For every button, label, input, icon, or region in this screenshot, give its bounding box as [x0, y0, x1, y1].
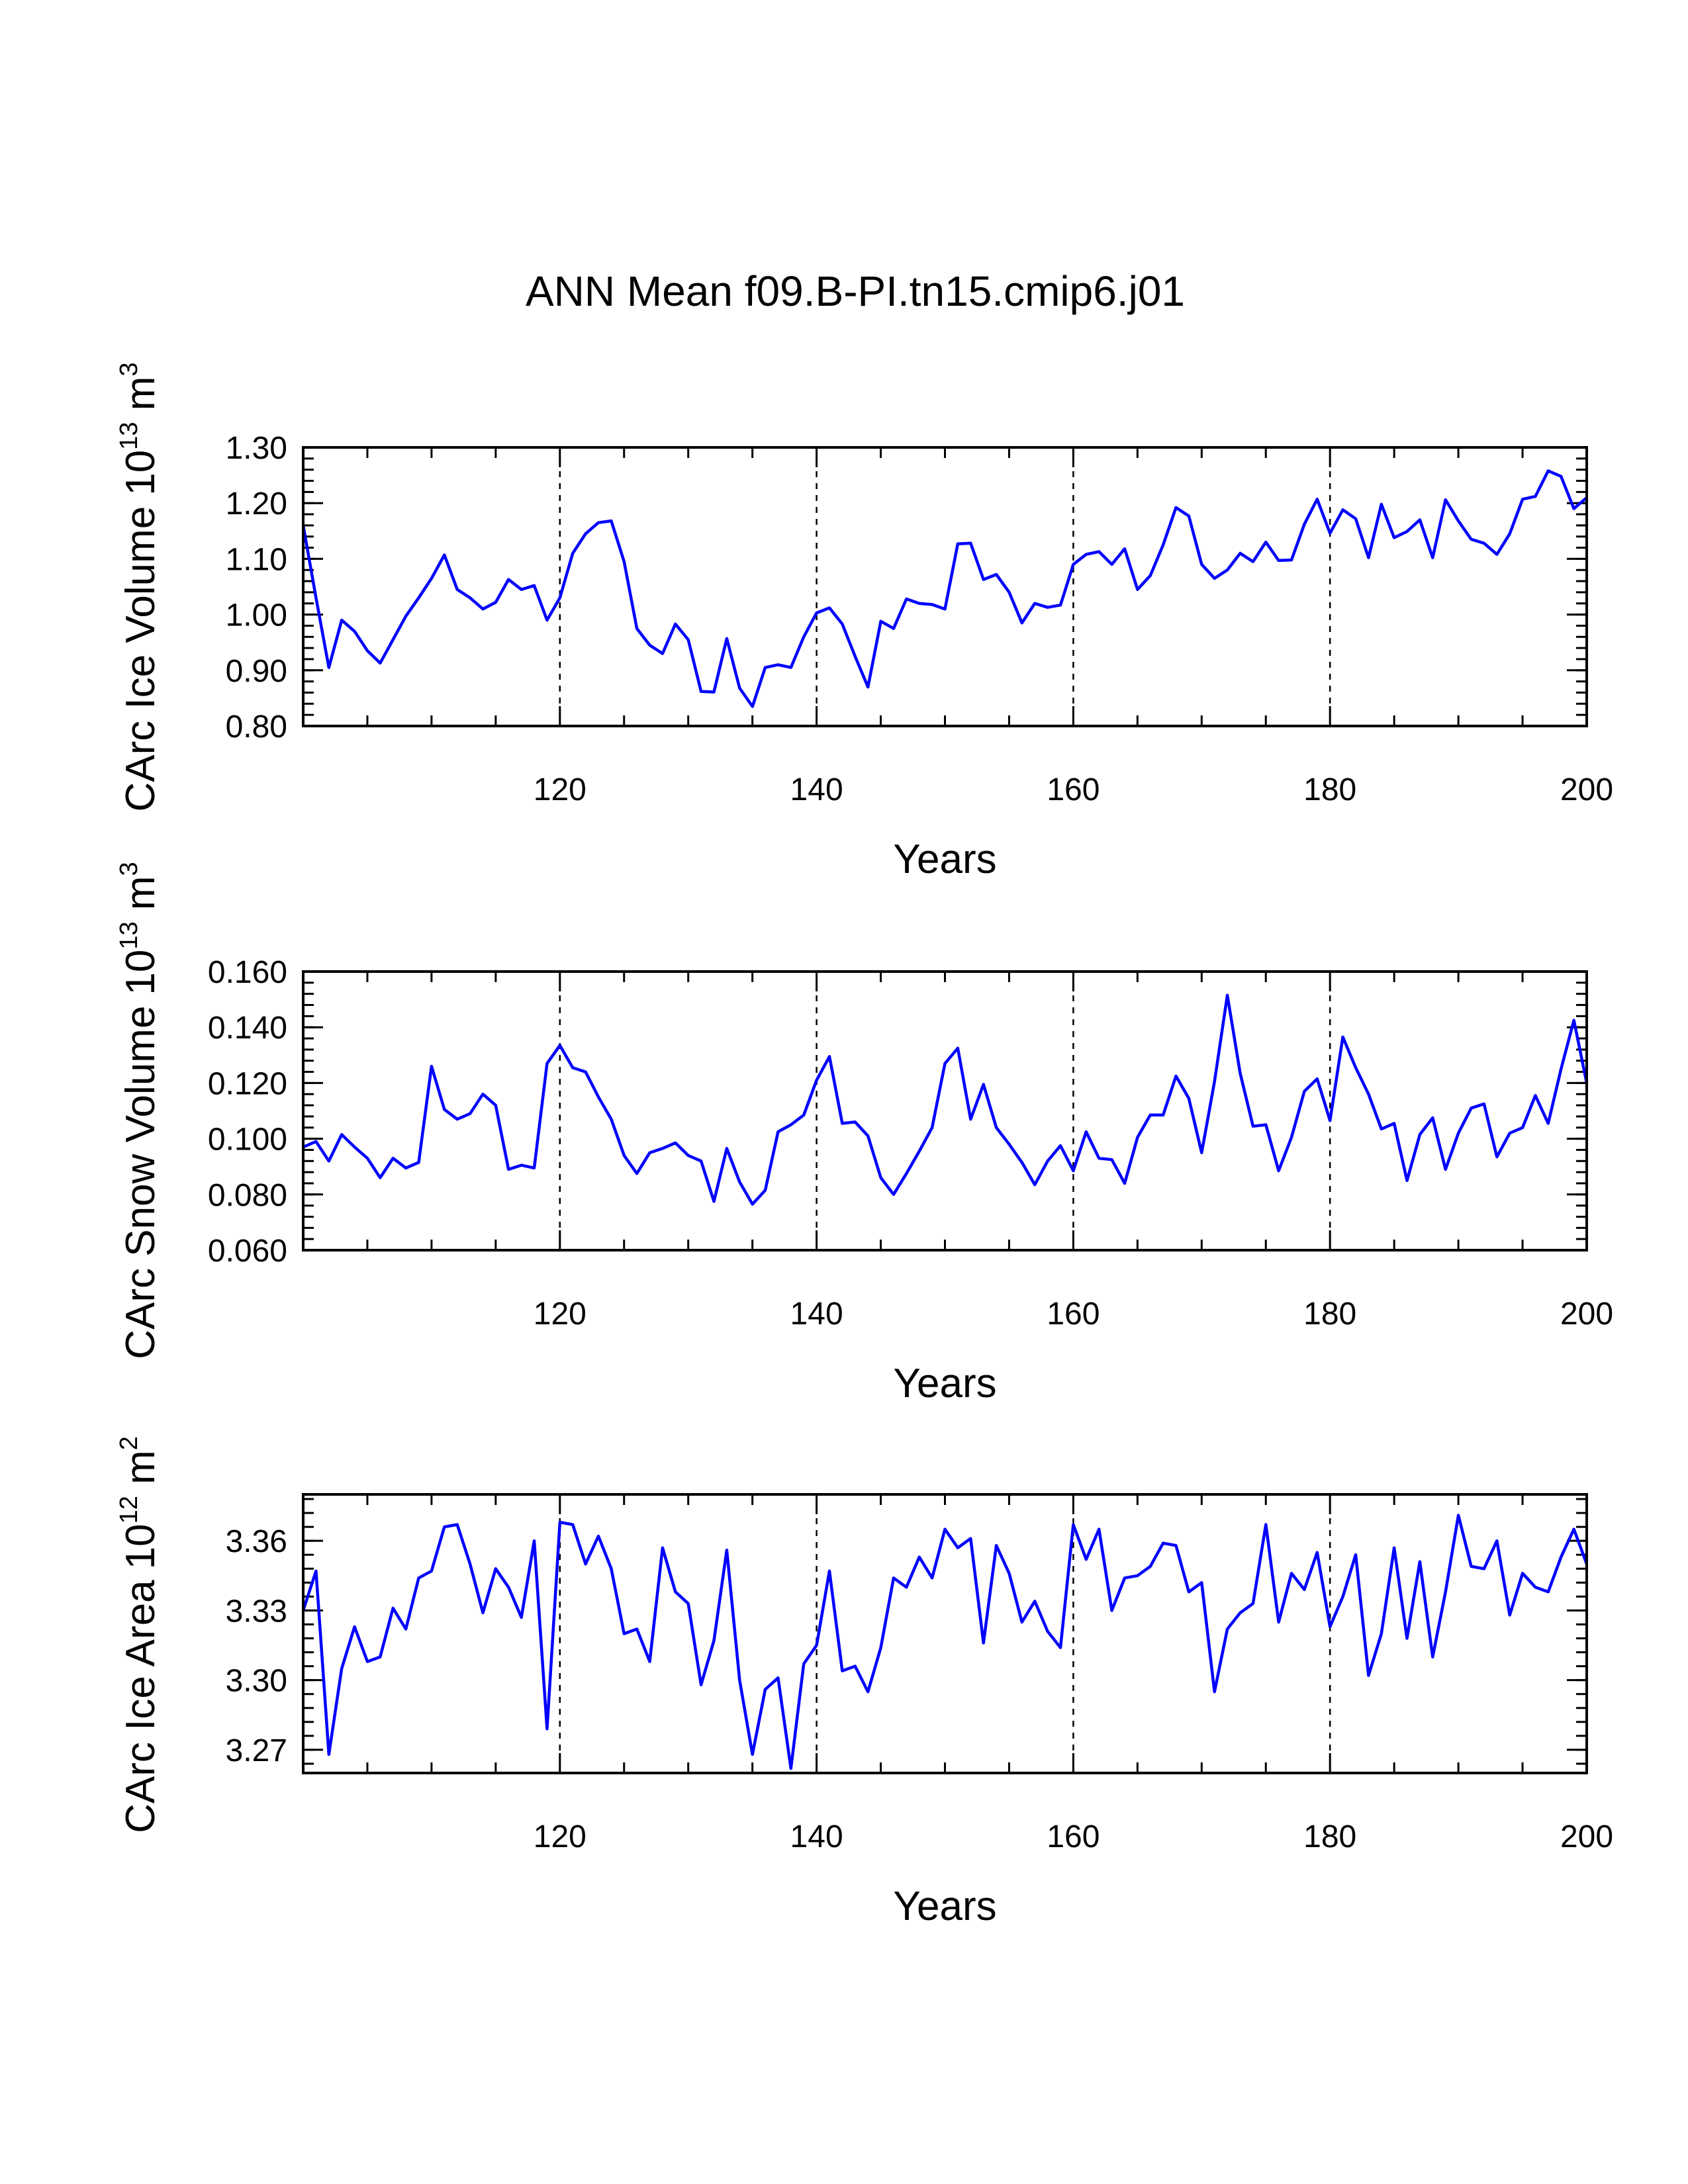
y-axis-label-name: CArc Snow Volume: [118, 1006, 164, 1359]
y-axis-label: CArc Ice Volume 1013 m3: [115, 363, 164, 812]
y-axis-label-base: 10: [118, 950, 164, 995]
x-tick-label-200: 200: [1560, 772, 1613, 807]
y-axis-label-unit: m: [118, 377, 164, 422]
y-axis-label-base: 10: [118, 450, 164, 496]
x-tick-label-140: 140: [790, 1297, 843, 1332]
y-axis-label: CArc Snow Volume 1013 m3: [115, 862, 164, 1359]
y-axis-label-name: CArc Ice Volume: [118, 506, 164, 812]
y-tick-label: 1.00: [226, 598, 287, 633]
y-tick-label: 3.27: [226, 1733, 287, 1768]
y-axis-label-exponent: 12: [115, 1496, 143, 1524]
x-tick-label-160: 160: [1047, 1819, 1100, 1854]
y-tick-label: 0.80: [226, 709, 287, 745]
y-tick-label: 1.10: [226, 542, 287, 577]
y-axis-label-base: 10: [118, 1524, 164, 1569]
y-tick-label: 1.30: [226, 431, 287, 466]
y-axis-label-exponent: 13: [115, 422, 143, 450]
y-tick-label: 0.90: [226, 654, 287, 689]
x-axis-label: Years: [893, 1361, 996, 1406]
y-tick-label: 0.080: [208, 1178, 287, 1213]
x-tick-label-140: 140: [790, 772, 843, 807]
y-tick-label: 0.140: [208, 1011, 287, 1046]
y-axis-label-unit-exponent: 2: [115, 1436, 143, 1450]
y-axis-label-unit-exponent: 3: [115, 363, 143, 377]
x-axis-label: Years: [893, 1884, 996, 1929]
ice-volume-panel: 120 140 160 180 200 0.80 0.90 1.00 1.10 1.20 1.30 Y…: [115, 363, 1613, 883]
x-tick-label-200: 200: [1560, 1297, 1613, 1332]
y-tick-label: 1.20: [226, 486, 287, 522]
plot-frame: [302, 970, 1588, 1251]
x-tick-label-120: 120: [534, 1819, 586, 1854]
x-tick-label-180: 180: [1303, 1819, 1356, 1854]
figure-title: ANN Mean f09.B-PI.tn15.cmip6.j01: [526, 267, 1185, 315]
x-axis-label: Years: [893, 837, 996, 882]
y-tick-label: 0.160: [208, 955, 287, 990]
ice-area-series-line: [301, 1514, 1589, 1770]
y-axis-label-name: CArc Ice Area: [118, 1580, 164, 1833]
y-tick-label: 0.120: [208, 1066, 287, 1101]
snow-volume-series-line: [303, 993, 1589, 1206]
y-tick-label: 3.30: [226, 1664, 287, 1699]
plot-frame: [302, 1493, 1588, 1774]
y-axis-label-unit: m: [118, 876, 164, 921]
snow-volume-panel: 120 140 160 180 200 0.060 0.080 0.100 0.120 0.140…: [115, 862, 1613, 1406]
x-tick-label-200: 200: [1560, 1819, 1613, 1854]
x-tick-label-180: 180: [1303, 772, 1356, 807]
x-tick-label-160: 160: [1047, 1297, 1100, 1332]
x-tick-label-160: 160: [1047, 772, 1100, 807]
ice-area-panel: 120 140 160 180 200 3.27 3.30 3.33 3.36 Years CArc…: [115, 1436, 1613, 1929]
y-axis-label-exponent: 13: [115, 921, 143, 949]
x-tick-label-180: 180: [1303, 1297, 1356, 1332]
panels: 120 140 160 180 200 0.80 0.90 1.00 1.10 1.20 1.30 Y…: [115, 363, 1613, 1930]
y-tick-label: 3.33: [226, 1594, 287, 1629]
y-axis-label: CArc Ice Area 1012 m2: [115, 1436, 164, 1833]
y-tick-label: 0.060: [208, 1234, 287, 1269]
plot-frame: [302, 446, 1588, 727]
x-tick-label-120: 120: [534, 772, 586, 807]
y-axis-label-unit-exponent: 3: [115, 862, 143, 876]
x-tick-label-120: 120: [534, 1297, 586, 1332]
x-tick-label-140: 140: [790, 1819, 843, 1854]
y-tick-label: 3.36: [226, 1524, 287, 1559]
ice-volume-series-line: [301, 469, 1588, 708]
y-tick-label: 0.100: [208, 1122, 287, 1158]
y-axis-label-unit: m: [118, 1450, 164, 1496]
